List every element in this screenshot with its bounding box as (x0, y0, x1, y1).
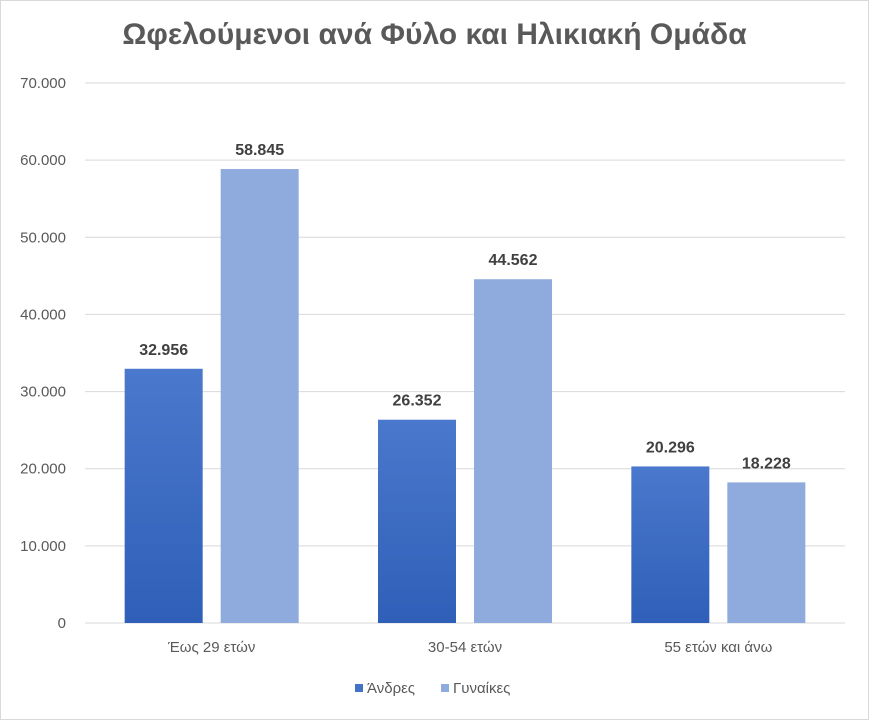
x-category-label: 55 ετών και άνω (664, 639, 772, 656)
data-label: 44.562 (489, 252, 538, 269)
y-tick-label: 10.000 (20, 538, 66, 555)
chart-title: Ωφελούμενοι ανά Φύλο και Ηλικιακή Ομάδα (122, 18, 747, 51)
x-category-label: 30-54 ετών (428, 639, 502, 656)
bar (378, 419, 456, 623)
data-label: 20.296 (646, 439, 695, 456)
data-label: 26.352 (393, 393, 442, 410)
y-tick-label: 50.000 (20, 229, 66, 246)
legend-swatch (355, 684, 363, 692)
data-label: 32.956 (139, 342, 188, 359)
bar (727, 482, 806, 623)
y-tick-label: 20.000 (20, 461, 66, 478)
y-tick-label: 60.000 (20, 152, 66, 169)
data-label: 18.228 (742, 455, 791, 472)
legend-swatch (441, 684, 449, 692)
y-tick-label: 30.000 (20, 384, 66, 401)
legend-label: Άνδρες (367, 680, 415, 697)
x-category-label: Έως 29 ετών (167, 639, 255, 656)
y-tick-label: 70.000 (20, 75, 66, 92)
bar (631, 466, 710, 623)
bar (474, 279, 552, 623)
bar (124, 368, 203, 623)
bar (220, 169, 299, 623)
y-tick-label: 0 (58, 615, 66, 632)
legend-label: Γυναίκες (453, 680, 510, 697)
y-tick-label: 40.000 (20, 306, 66, 323)
data-label: 58.845 (235, 142, 284, 159)
